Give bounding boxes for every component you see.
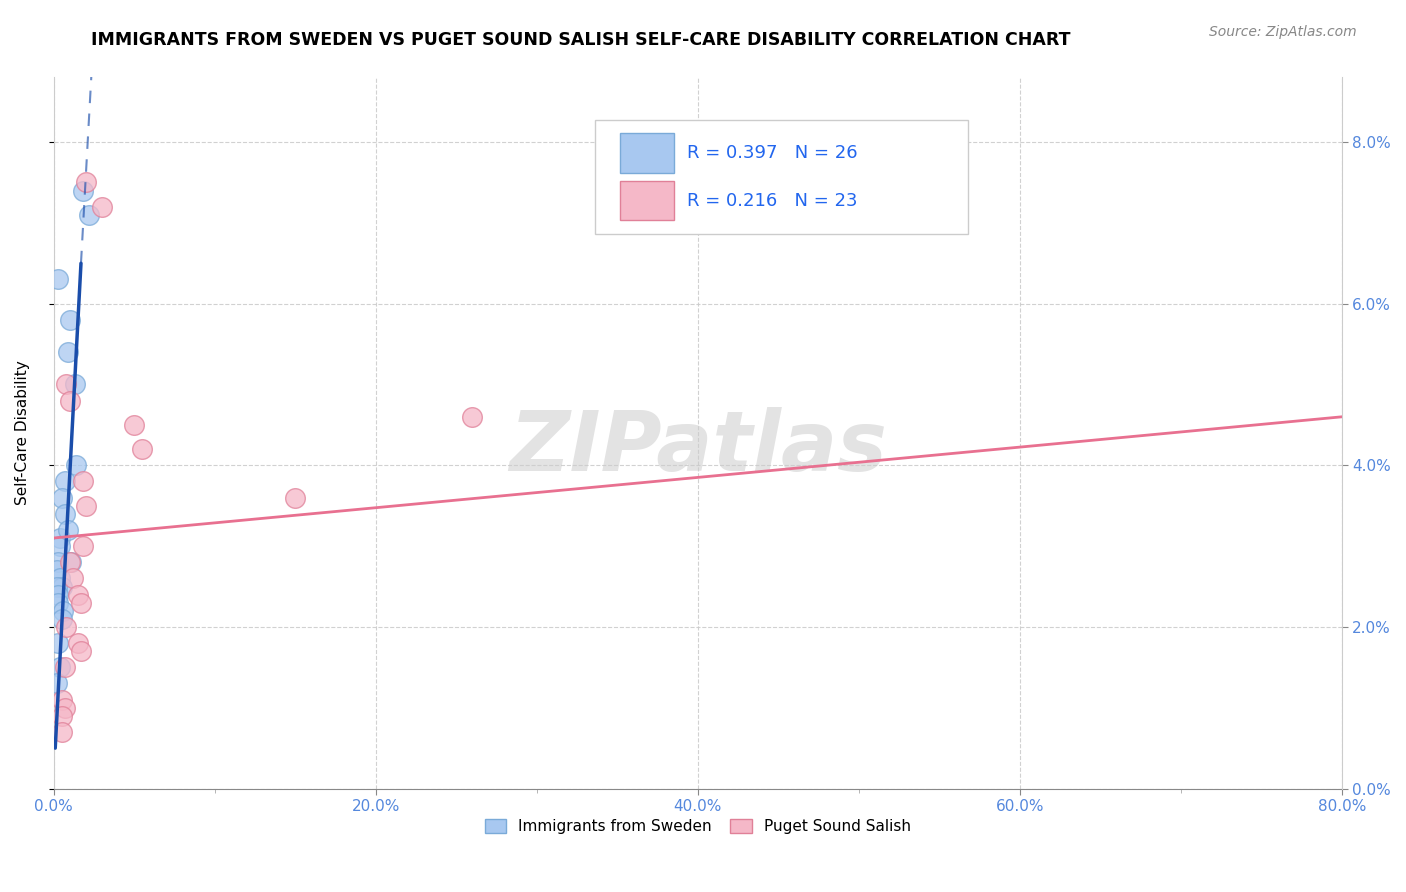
Point — [284, 491, 307, 505]
Point — [72, 539, 94, 553]
Point — [51, 692, 73, 706]
Text: R = 0.216   N = 23: R = 0.216 N = 23 — [688, 192, 858, 210]
Legend: Immigrants from Sweden, Puget Sound Salish: Immigrants from Sweden, Puget Sound Sali… — [485, 819, 911, 834]
Point — [48, 596, 70, 610]
Point — [48, 555, 70, 569]
Point — [122, 417, 145, 432]
Point — [77, 208, 100, 222]
Point — [48, 636, 70, 650]
Point — [53, 700, 76, 714]
Point — [51, 491, 73, 505]
Point — [48, 272, 70, 286]
Point — [59, 313, 82, 327]
Point — [51, 580, 73, 594]
FancyBboxPatch shape — [595, 120, 969, 234]
Point — [461, 409, 484, 424]
Point — [49, 531, 72, 545]
Point — [70, 596, 93, 610]
Point — [62, 571, 84, 585]
Point — [55, 620, 77, 634]
Point — [56, 345, 79, 359]
Point — [49, 539, 72, 553]
Point — [51, 612, 73, 626]
Point — [45, 563, 67, 577]
Point — [60, 555, 83, 569]
Point — [45, 580, 67, 594]
Point — [70, 644, 93, 658]
Point — [131, 442, 153, 457]
Point — [65, 458, 87, 473]
Point — [72, 475, 94, 489]
Point — [55, 377, 77, 392]
Text: ZIPatlas: ZIPatlas — [509, 407, 887, 488]
Point — [51, 725, 73, 739]
Text: R = 0.397   N = 26: R = 0.397 N = 26 — [688, 144, 858, 162]
Point — [66, 636, 89, 650]
Point — [90, 200, 112, 214]
FancyBboxPatch shape — [620, 134, 675, 172]
Point — [51, 708, 73, 723]
Point — [53, 475, 76, 489]
Point — [53, 507, 76, 521]
Point — [75, 499, 97, 513]
Point — [52, 604, 75, 618]
Y-axis label: Self-Care Disability: Self-Care Disability — [15, 360, 30, 506]
Point — [49, 571, 72, 585]
Point — [56, 523, 79, 537]
Point — [72, 184, 94, 198]
Point — [53, 660, 76, 674]
Text: IMMIGRANTS FROM SWEDEN VS PUGET SOUND SALISH SELF-CARE DISABILITY CORRELATION CH: IMMIGRANTS FROM SWEDEN VS PUGET SOUND SA… — [91, 31, 1071, 49]
Point — [45, 676, 67, 690]
Point — [66, 588, 89, 602]
FancyBboxPatch shape — [620, 181, 675, 220]
Point — [48, 588, 70, 602]
Point — [63, 377, 86, 392]
Point — [49, 660, 72, 674]
Point — [59, 555, 82, 569]
Point — [75, 176, 97, 190]
Text: Source: ZipAtlas.com: Source: ZipAtlas.com — [1209, 25, 1357, 39]
Point — [59, 393, 82, 408]
